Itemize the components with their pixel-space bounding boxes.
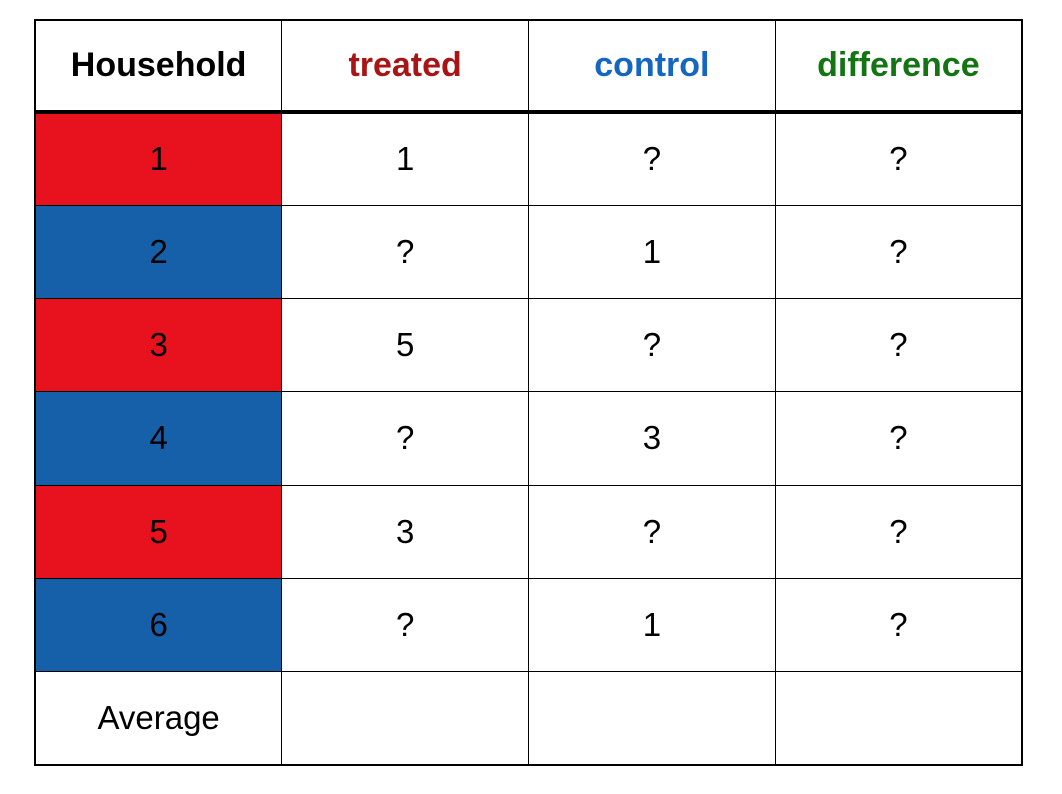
household-cell: 1 <box>34 111 283 206</box>
difference-cell: ? <box>774 577 1023 673</box>
control-average-cell <box>528 671 776 766</box>
difference-average-cell <box>774 671 1023 766</box>
control-cell: 1 <box>528 204 776 300</box>
table-row-household-1: 1 1 ? ? <box>34 111 1023 206</box>
household-cell: 5 <box>34 484 283 579</box>
table-row-household-3: 3 5 ? ? <box>34 298 1023 393</box>
treated-cell: 5 <box>281 298 529 393</box>
table-row-household-2: 2 ? 1 ? <box>34 204 1023 300</box>
column-header-treated: treated <box>281 19 529 114</box>
header-row: Household treated control difference <box>34 19 1023 114</box>
control-cell: 3 <box>528 391 776 486</box>
treated-cell: ? <box>281 391 529 486</box>
table-row-average: Average <box>34 671 1023 766</box>
control-cell: ? <box>528 484 776 579</box>
difference-cell: ? <box>774 298 1023 393</box>
household-cell: 3 <box>34 298 283 393</box>
treated-average-cell <box>281 671 529 766</box>
treated-cell: ? <box>281 577 529 673</box>
table-row-household-5: 5 3 ? ? <box>34 484 1023 579</box>
treated-cell: 1 <box>281 111 529 206</box>
column-header-difference: difference <box>774 19 1023 114</box>
treatment-control-table: Household treated control difference 1 1… <box>34 19 1023 766</box>
household-cell: 6 <box>34 577 283 673</box>
column-header-control: control <box>528 19 776 114</box>
table-row-household-4: 4 ? 3 ? <box>34 391 1023 486</box>
difference-cell: ? <box>774 484 1023 579</box>
difference-cell: ? <box>774 204 1023 300</box>
treated-cell: ? <box>281 204 529 300</box>
control-cell: ? <box>528 111 776 206</box>
control-cell: ? <box>528 298 776 393</box>
difference-cell: ? <box>774 111 1023 206</box>
difference-cell: ? <box>774 391 1023 486</box>
control-cell: 1 <box>528 577 776 673</box>
average-label-cell: Average <box>34 671 283 766</box>
table-row-household-6: 6 ? 1 ? <box>34 577 1023 673</box>
household-cell: 2 <box>34 204 283 300</box>
treated-cell: 3 <box>281 484 529 579</box>
column-header-household: Household <box>34 19 283 114</box>
household-cell: 4 <box>34 391 283 486</box>
